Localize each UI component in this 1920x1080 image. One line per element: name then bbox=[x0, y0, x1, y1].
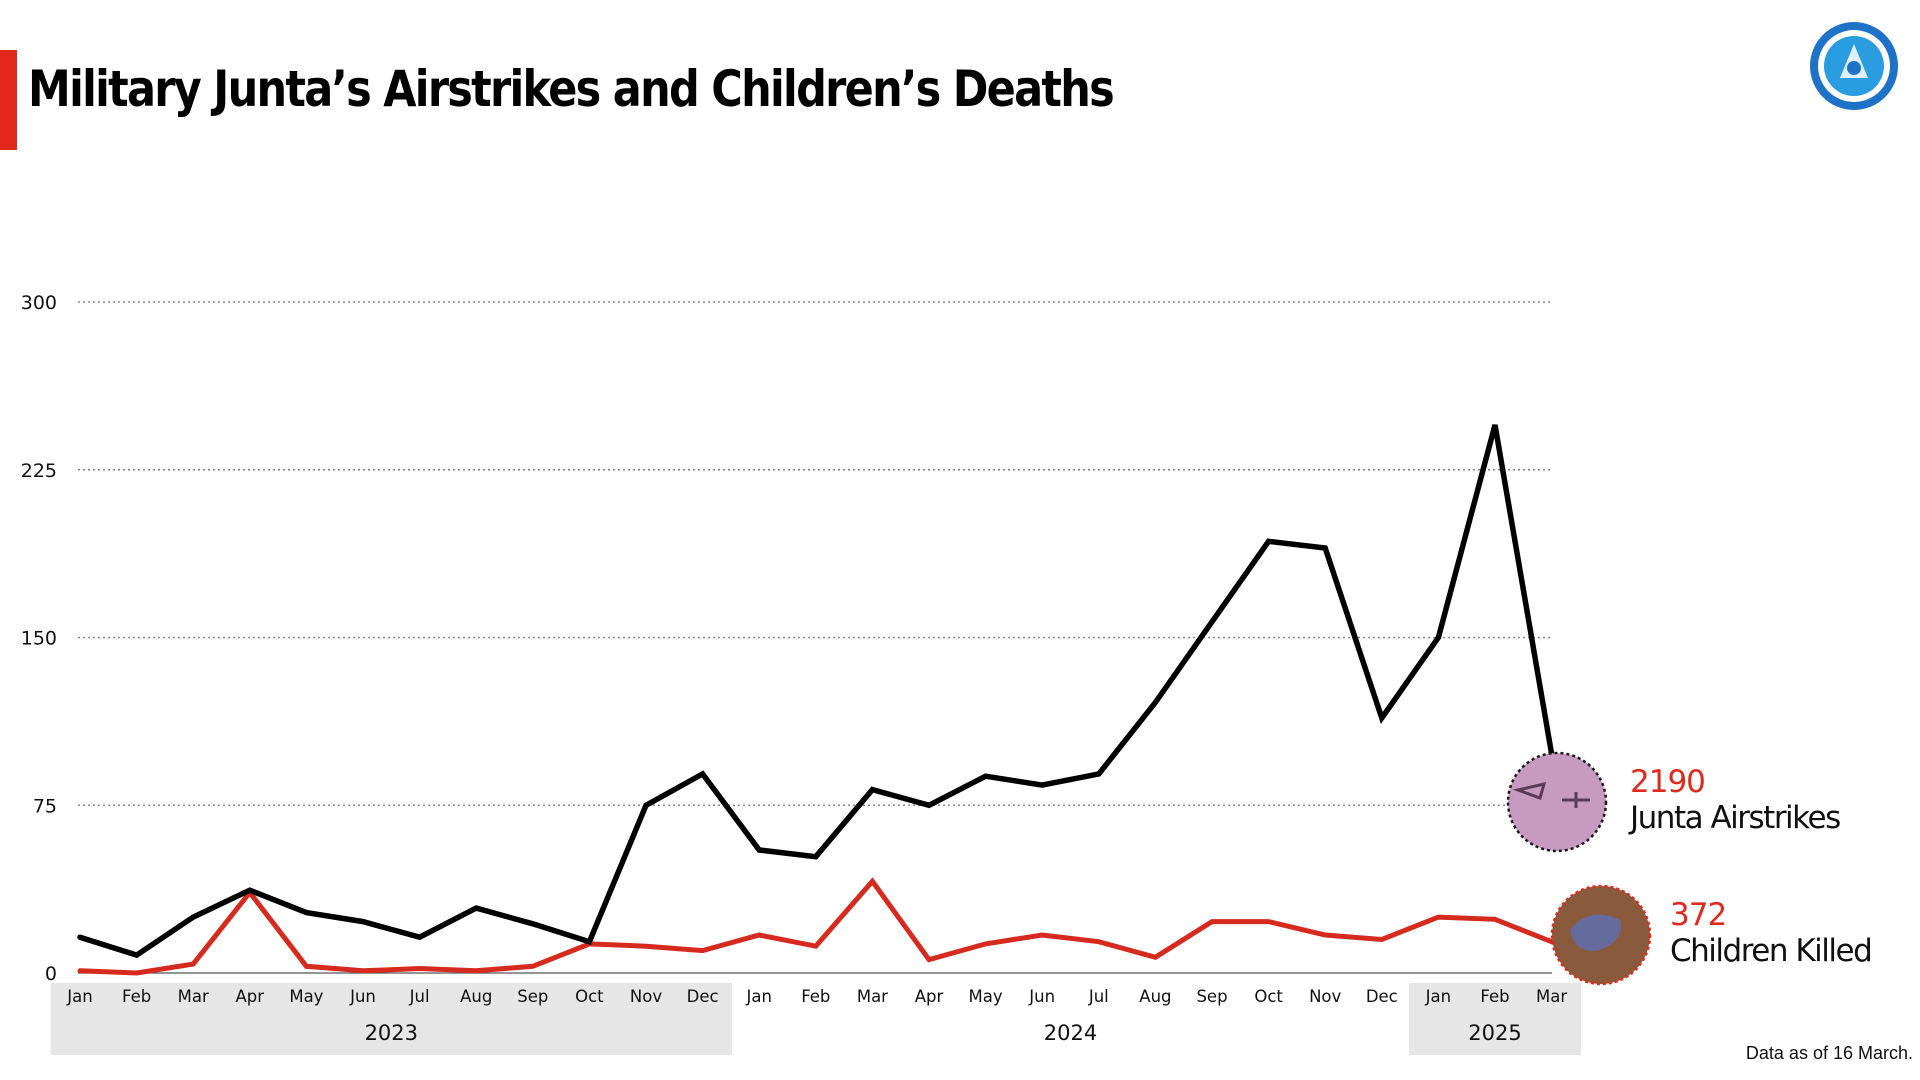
x-tick-label: Jan bbox=[66, 987, 92, 1006]
airstrikes-badge-icon bbox=[1506, 751, 1608, 853]
year-label-2024: 2024 bbox=[1044, 1021, 1097, 1045]
helicopter-icon bbox=[1512, 781, 1590, 808]
y-tick-label: 75 bbox=[33, 795, 57, 817]
children-photo-icon bbox=[1570, 914, 1621, 951]
airstrikes-series-line bbox=[77, 424, 1555, 959]
children-series-line bbox=[77, 877, 1555, 976]
x-tick-label: Nov bbox=[630, 987, 662, 1006]
y-tick-label: 0 bbox=[45, 963, 57, 985]
x-tick-label: Oct bbox=[1254, 987, 1283, 1006]
year-label-2025: 2025 bbox=[1468, 1021, 1521, 1045]
x-axis-ticks: Jan Feb Mar Apr May Jun Jul Aug Sep Oct Nov Dec Jan F… bbox=[66, 987, 1567, 1006]
children-total-value: 372 bbox=[1670, 897, 1726, 933]
page-title: Military Junta’s Airstrikes and Children… bbox=[28, 60, 1115, 118]
title-accent-bar bbox=[0, 50, 17, 150]
airstrikes-total-value: 2190 bbox=[1630, 764, 1705, 800]
year-band-2025 bbox=[1409, 983, 1581, 1055]
x-tick-label: Jul bbox=[409, 987, 430, 1006]
x-tick-label: Jun bbox=[349, 987, 376, 1006]
series-lines bbox=[77, 424, 1555, 976]
x-tick-label: Aug bbox=[1139, 987, 1171, 1006]
x-tick-label: Mar bbox=[178, 987, 209, 1006]
y-tick-label: 150 bbox=[21, 628, 57, 650]
year-bands bbox=[50, 983, 1581, 1055]
x-tick-label: Dec bbox=[687, 987, 719, 1006]
x-tick-label: Feb bbox=[1480, 987, 1509, 1006]
x-tick-label: Oct bbox=[575, 987, 604, 1006]
x-tick-label: Feb bbox=[122, 987, 151, 1006]
year-label-2023: 2023 bbox=[365, 1021, 418, 1045]
x-tick-label: Mar bbox=[857, 987, 888, 1006]
x-tick-label: Jan bbox=[745, 987, 771, 1006]
grid-lines bbox=[78, 301, 1552, 974]
x-tick-label: Feb bbox=[801, 987, 830, 1006]
x-tick-label: Aug bbox=[460, 987, 492, 1006]
y-tick-label: 300 bbox=[21, 292, 57, 314]
x-tick-label: May bbox=[289, 987, 323, 1006]
x-tick-label: Jun bbox=[1028, 987, 1055, 1006]
x-tick-label: Sep bbox=[517, 987, 548, 1006]
children-total-label: Children Killed bbox=[1670, 933, 1871, 969]
x-tick-label: Dec bbox=[1366, 987, 1398, 1006]
ministry-of-human-rights-seal-icon bbox=[1810, 22, 1898, 110]
data-date-note: Data as of 16 March. bbox=[1745, 1043, 1913, 1063]
x-tick-label: Apr bbox=[236, 987, 265, 1006]
x-tick-label: Nov bbox=[1309, 987, 1341, 1006]
y-tick-label: 225 bbox=[21, 460, 57, 482]
x-tick-label: Jul bbox=[1088, 987, 1109, 1006]
x-tick-label: May bbox=[969, 987, 1003, 1006]
x-tick-label: Sep bbox=[1196, 987, 1227, 1006]
x-tick-label: Mar bbox=[1536, 987, 1567, 1006]
x-tick-label: Apr bbox=[915, 987, 944, 1006]
year-band-2023 bbox=[50, 983, 732, 1055]
airstrikes-total-label: Junta Airstrikes bbox=[1628, 800, 1840, 836]
x-tick-label: Jan bbox=[1425, 987, 1451, 1006]
y-axis-ticks: 0 75 150 225 300 bbox=[21, 292, 57, 985]
year-labels: 2023 2024 2025 bbox=[365, 1021, 1522, 1045]
